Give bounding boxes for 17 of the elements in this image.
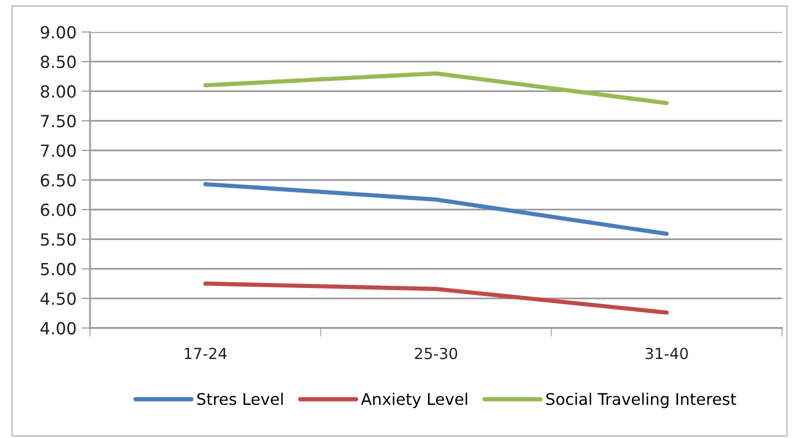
x-tick-label: 25-30 xyxy=(414,348,458,360)
y-tick-label: 7.50 xyxy=(41,114,76,128)
y-tick-label: 6.00 xyxy=(40,204,76,216)
legend-label: Anxiety Level xyxy=(361,392,468,408)
y-tick-label: 4.50 xyxy=(40,292,76,305)
legend-label: Social Traveling Interest xyxy=(546,392,736,408)
y-tick-label: 6.50 xyxy=(40,174,76,187)
y-tick-label: 4.00 xyxy=(40,322,76,335)
y-tick-label: 5.50 xyxy=(40,233,76,246)
x-tick-label: 17-24 xyxy=(184,348,227,360)
y-tick-label: 8.00 xyxy=(40,85,76,98)
x-tick-label: 31-40 xyxy=(646,348,688,360)
y-tick-label: 9.00 xyxy=(40,26,76,39)
y-tick-label: 7.00 xyxy=(41,144,76,157)
y-tick-label: 5.00 xyxy=(40,262,76,276)
y-tick-label: 8.50 xyxy=(40,56,76,68)
legend-label: Stres Level xyxy=(197,392,283,406)
